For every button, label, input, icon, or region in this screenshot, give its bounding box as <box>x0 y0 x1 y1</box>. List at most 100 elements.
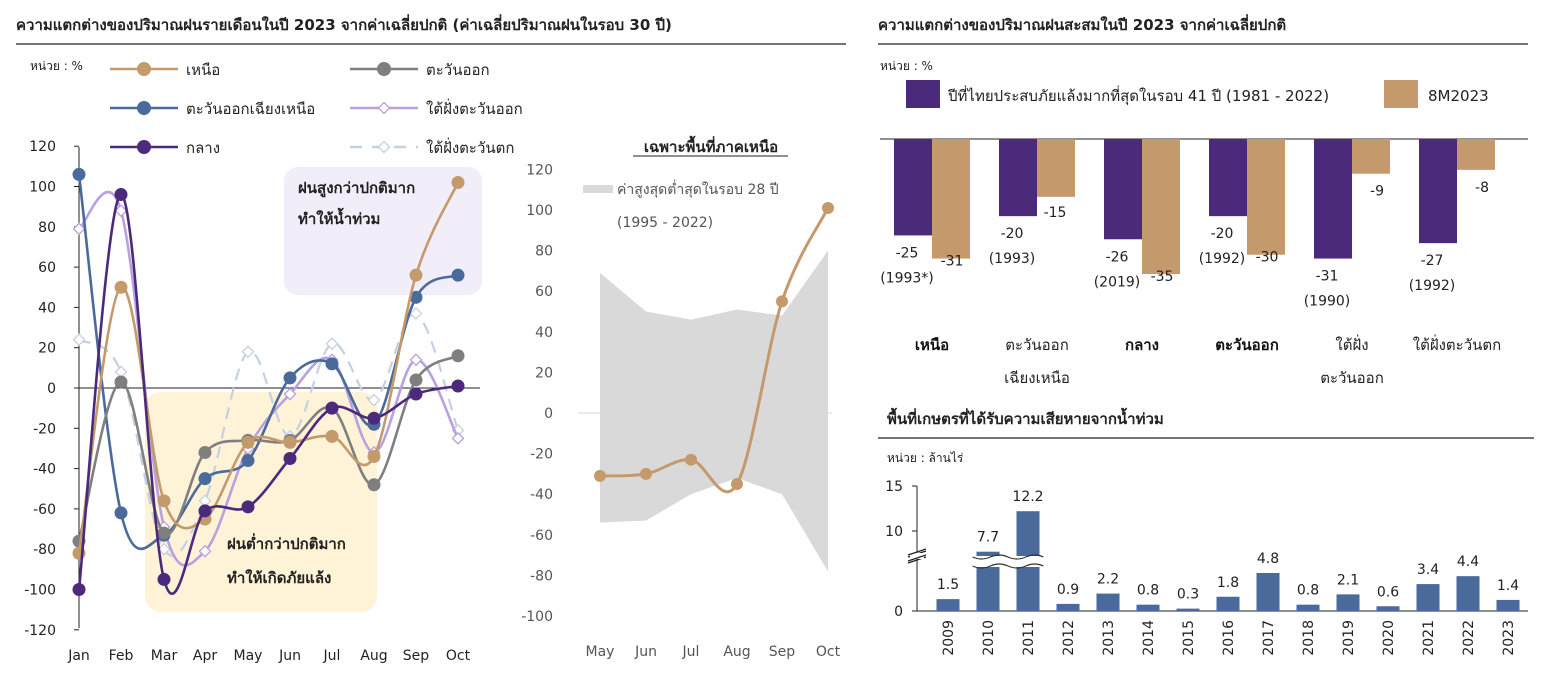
region-label-line2: เฉียงเหนือ <box>1004 369 1070 387</box>
flood-year-label: 2021 <box>1421 620 1437 656</box>
series-point-0 <box>114 280 128 294</box>
legend-label: เหนือ <box>186 61 220 79</box>
year-2023-value-label: -9 <box>1370 184 1384 200</box>
flood-value-label: 0.8 <box>1297 583 1319 599</box>
north-y-tick: 0 <box>544 406 553 422</box>
y-axis-break-gap <box>910 553 924 559</box>
flood-bar <box>1336 594 1360 611</box>
series-point-0 <box>157 494 171 508</box>
band-legend-years: (1995 - 2022) <box>617 215 713 231</box>
monthly-x-tick: Jan <box>67 648 90 664</box>
drought-year-bar <box>1104 139 1142 240</box>
flood-value-label: 4.4 <box>1457 554 1479 570</box>
flood-bar <box>1256 573 1280 611</box>
series-point-1 <box>157 526 171 540</box>
north-y-tick: -40 <box>530 487 553 503</box>
north-region-chart: เฉพาะพื้นที่ภาคเหนือ ค่าสูงสุดต่ำสุดในรอ… <box>521 135 840 660</box>
series-line-5 <box>78 312 460 557</box>
legend-label: ตะวันออก <box>426 61 490 79</box>
monthly-x-tick: Jul <box>323 648 341 664</box>
drought-value-label: -27 <box>1421 253 1444 269</box>
bar-break-gap <box>972 556 1044 567</box>
flood-year-label: 2014 <box>1141 620 1157 656</box>
drought-value-label: -20 <box>1211 226 1234 242</box>
north-series-point <box>822 201 834 214</box>
monthly-x-tick: Mar <box>151 648 178 664</box>
region-label: กลาง <box>1125 336 1159 354</box>
monthly-y-tick: -20 <box>33 421 56 437</box>
year-2023-value-label: -30 <box>1256 250 1279 266</box>
band-legend-label: ค่าสูงสุดต่ำสุดในรอบ 28 ปี <box>617 180 779 198</box>
flood-year-label: 2018 <box>1301 620 1317 656</box>
north-x-tick: Oct <box>816 644 841 660</box>
flood-annotation-line1: ฝนสูงกว่าปกติมาก <box>298 179 415 198</box>
north-y-tick: -20 <box>530 447 553 463</box>
series-point-2 <box>198 472 212 486</box>
flood-value-label: 1.5 <box>937 577 959 593</box>
legend-marker <box>137 101 151 115</box>
series-point-3 <box>451 431 465 445</box>
band-legend-swatch <box>583 185 613 193</box>
monthly-y-tick: 40 <box>38 300 56 316</box>
monthly-y-tick: -60 <box>33 502 56 518</box>
flood-annotation-line2: ทำให้น้ำท่วม <box>298 207 380 228</box>
year-2023-bar <box>1037 139 1075 197</box>
series-point-2 <box>72 167 86 181</box>
flood-year-label: 2022 <box>1461 620 1477 656</box>
monthly-y-tick: 80 <box>38 220 56 236</box>
drought-annotation-line1: ฝนต่ำกว่าปกติมาก <box>227 533 346 553</box>
flood-bar <box>1096 593 1120 611</box>
legend-marker <box>137 140 151 154</box>
flood-year-label: 2010 <box>981 620 997 656</box>
monthly-y-tick: 100 <box>29 180 56 196</box>
drought-value-label: -25 <box>896 245 919 261</box>
north-minmax-band <box>600 250 828 572</box>
region-label-line2: ตะวันออก <box>1320 369 1384 387</box>
series-point-1 <box>114 375 128 389</box>
flood-value-label: 0.9 <box>1057 582 1079 598</box>
flood-value-label: 2.2 <box>1097 572 1119 588</box>
legend-2023-label: 8M2023 <box>1428 87 1489 105</box>
series-point-3 <box>283 387 297 401</box>
monthly-x-tick: Oct <box>446 648 471 664</box>
north-y-tick: -100 <box>521 609 553 625</box>
flood-bar <box>1176 608 1200 611</box>
monthly-x-tick: May <box>234 648 263 664</box>
series-point-3 <box>72 222 86 236</box>
legend-label: ใต้ฝั่งตะวันออก <box>426 98 523 118</box>
series-point-1 <box>367 478 381 492</box>
series-point-4 <box>367 411 381 425</box>
cumulative-chart-title: ความแตกต่างของปริมาณฝนสะสมในปี 2023 จากค… <box>878 14 1286 34</box>
series-point-2 <box>241 454 255 468</box>
legend-label: ตะวันออกเฉียงเหนือ <box>186 100 315 118</box>
legend-marker <box>377 101 391 115</box>
flood-year-label: 2009 <box>941 620 957 656</box>
legend-marker <box>377 62 391 76</box>
north-y-tick: 60 <box>535 284 553 300</box>
series-point-5 <box>241 345 255 359</box>
series-point-1 <box>198 445 212 459</box>
north-series-point <box>640 467 652 480</box>
drought-year-bar <box>1209 139 1247 217</box>
legend-drought-label: ปีที่ไทยประสบภัยแล้งมากที่สุดในรอบ 41 ปี… <box>947 85 1329 106</box>
series-point-1 <box>451 349 465 363</box>
series-point-2 <box>283 371 297 385</box>
series-point-5 <box>72 333 86 347</box>
north-chart-title: เฉพาะพื้นที่ภาคเหนือ <box>644 135 778 156</box>
year-2023-bar <box>1457 139 1495 170</box>
legend-2023-swatch <box>1384 80 1418 108</box>
region-label: ใต้ฝั่งตะวันตก <box>1413 334 1501 354</box>
drought-value-label: -20 <box>1001 226 1024 242</box>
legend-label: ใต้ฝั่งตะวันตก <box>426 137 514 157</box>
monthly-x-tick: Jun <box>278 648 301 664</box>
flood-year-label: 2020 <box>1381 620 1397 656</box>
flood-bar <box>1496 599 1520 611</box>
series-point-2 <box>325 357 339 371</box>
series-point-2 <box>114 506 128 520</box>
north-series-point <box>776 295 788 308</box>
bar-break-wave-bottom <box>972 563 1044 569</box>
flood-bar <box>1376 606 1400 611</box>
year-2023-value-label: -31 <box>941 254 964 270</box>
year-2023-bar <box>1247 139 1285 255</box>
